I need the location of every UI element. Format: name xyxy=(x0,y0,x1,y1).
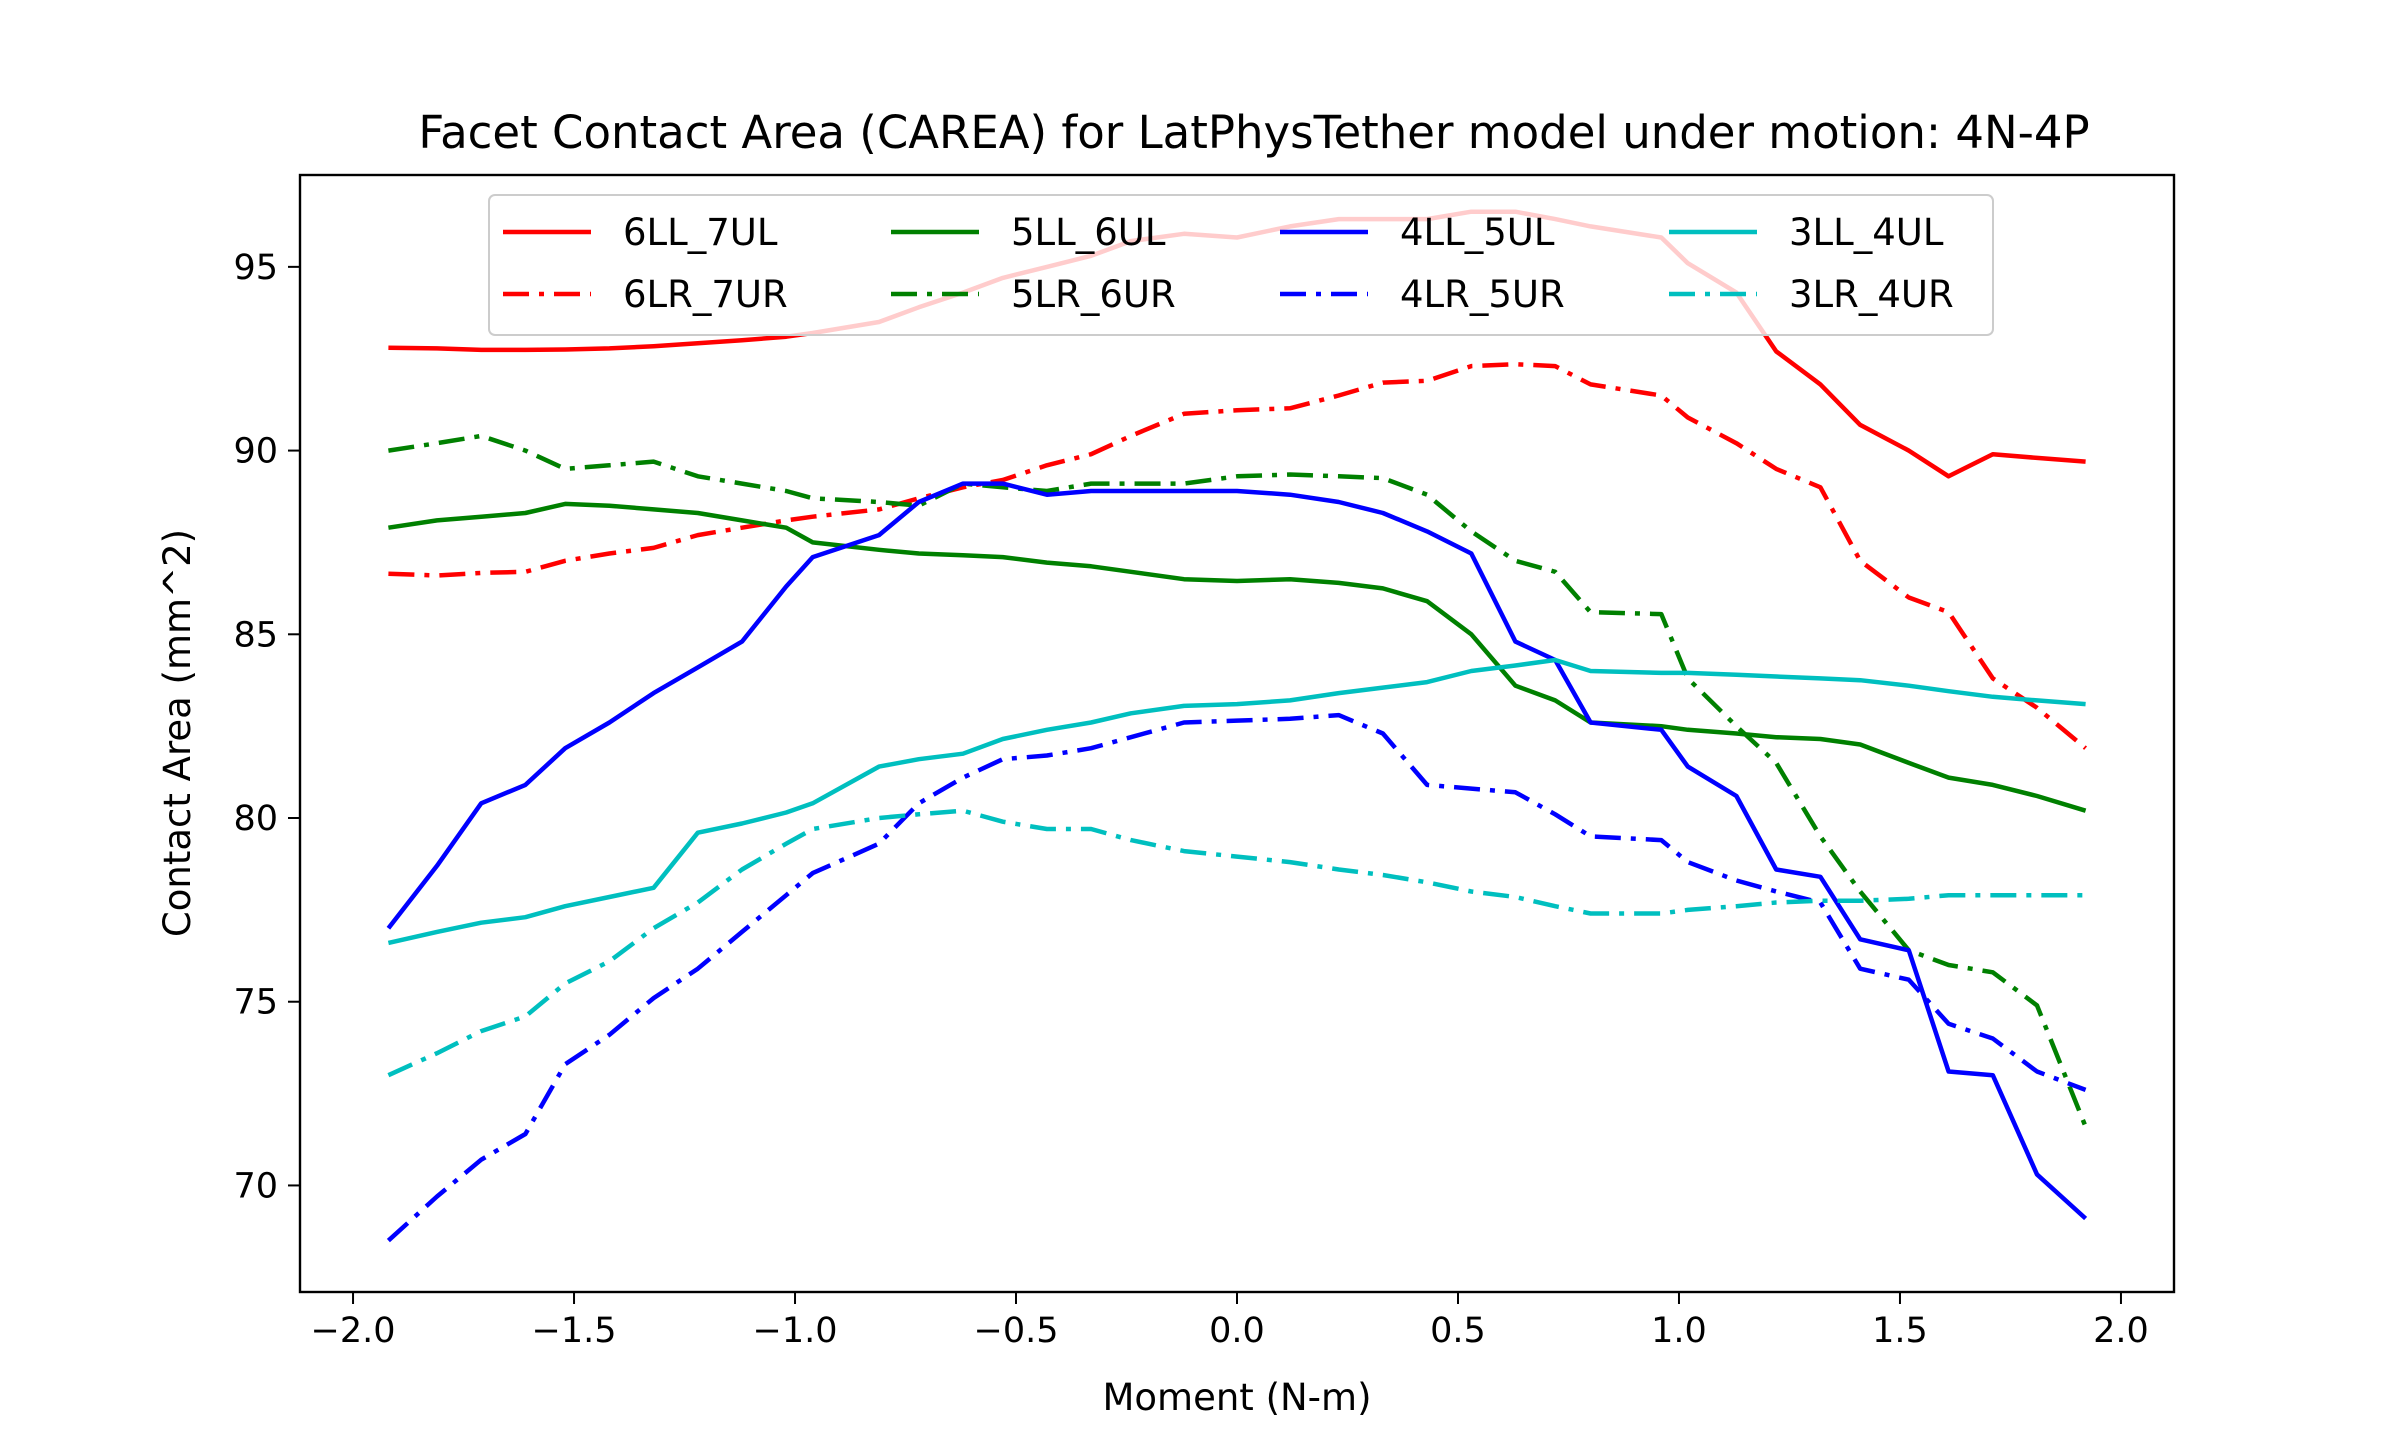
y-tick-label: 70 xyxy=(233,1166,278,1206)
y-tick-label: 80 xyxy=(233,799,278,839)
y-axis: 70 75 80 85 90 95 xyxy=(233,248,300,1206)
legend-label: 6LR_7UR xyxy=(623,273,788,316)
y-tick-label: 85 xyxy=(233,615,278,655)
series-line-4LR_5UR xyxy=(386,712,2087,1243)
x-tick-label: 2.0 xyxy=(2093,1311,2149,1351)
x-axis: −2.0 −1.5 −1.0 −0.5 0.0 0.5 1.0 1.5 2.0 xyxy=(311,1292,2149,1351)
series-line-3LR_4UR xyxy=(387,808,2086,1078)
legend-label: 5LL_6UL xyxy=(1011,211,1166,254)
series-line-5LL_6UL xyxy=(388,501,2087,813)
legend-label: 4LL_5UL xyxy=(1400,211,1555,254)
legend-item-4LR_5UR: 4LR_5UR xyxy=(1280,273,1565,316)
y-tick-label: 75 xyxy=(233,983,278,1023)
legend-item-3LR_4UR: 3LR_4UR xyxy=(1669,273,1954,316)
x-tick-label: 1.0 xyxy=(1651,1311,1707,1351)
x-tick-label: 0.5 xyxy=(1430,1311,1486,1351)
x-tick-label: 1.5 xyxy=(1872,1311,1928,1351)
legend-item-5LR_6UR: 5LR_6UR xyxy=(891,273,1176,316)
x-tick-label: −0.5 xyxy=(974,1311,1059,1351)
x-tick-label: −1.0 xyxy=(753,1311,838,1351)
legend-item-4LL_5UL: 4LL_5UL xyxy=(1280,211,1555,254)
legend-item-6LL_7UL: 6LL_7UL xyxy=(503,211,778,254)
legend-label: 6LL_7UL xyxy=(623,211,778,254)
x-tick-label: −1.5 xyxy=(532,1311,617,1351)
chart-title: Facet Contact Area (CAREA) for LatPhysTe… xyxy=(418,106,2089,159)
y-tick-label: 90 xyxy=(233,432,278,472)
legend-label: 3LR_4UR xyxy=(1789,273,1954,316)
legend-item-3LL_4UL: 3LL_4UL xyxy=(1669,211,1944,254)
legend-item-5LL_6UL: 5LL_6UL xyxy=(891,211,1166,254)
x-tick-label: 0.0 xyxy=(1209,1311,1265,1351)
series-line-5LR_6UR xyxy=(388,433,2088,1128)
y-axis-label: Contact Area (mm^2) xyxy=(156,529,199,937)
series-line-3LL_4UL xyxy=(387,657,2086,946)
legend-label: 4LR_5UR xyxy=(1400,273,1565,316)
legend-item-6LR_7UR: 6LR_7UR xyxy=(503,273,788,316)
legend: 6LL_7UL 6LR_7UR 5LL_6UL 5LR_6UR 4LL_5UL 4LR_5… xyxy=(488,194,1994,336)
series-line-6LR_7UR xyxy=(388,361,2088,750)
x-axis-label: Moment (N-m) xyxy=(1102,1376,1371,1419)
x-tick-label: −2.0 xyxy=(311,1311,396,1351)
legend-items: 6LL_7UL 6LR_7UR 5LL_6UL 5LR_6UR 4LL_5UL 4LR_5… xyxy=(503,211,1954,316)
y-tick-label: 95 xyxy=(233,248,278,288)
legend-label: 3LL_4UL xyxy=(1789,211,1944,254)
legend-label: 5LR_6UR xyxy=(1011,273,1176,316)
legend-frame xyxy=(488,194,1994,336)
series-line-4LL_5UL xyxy=(386,481,2088,1221)
series-group xyxy=(386,209,2088,1243)
